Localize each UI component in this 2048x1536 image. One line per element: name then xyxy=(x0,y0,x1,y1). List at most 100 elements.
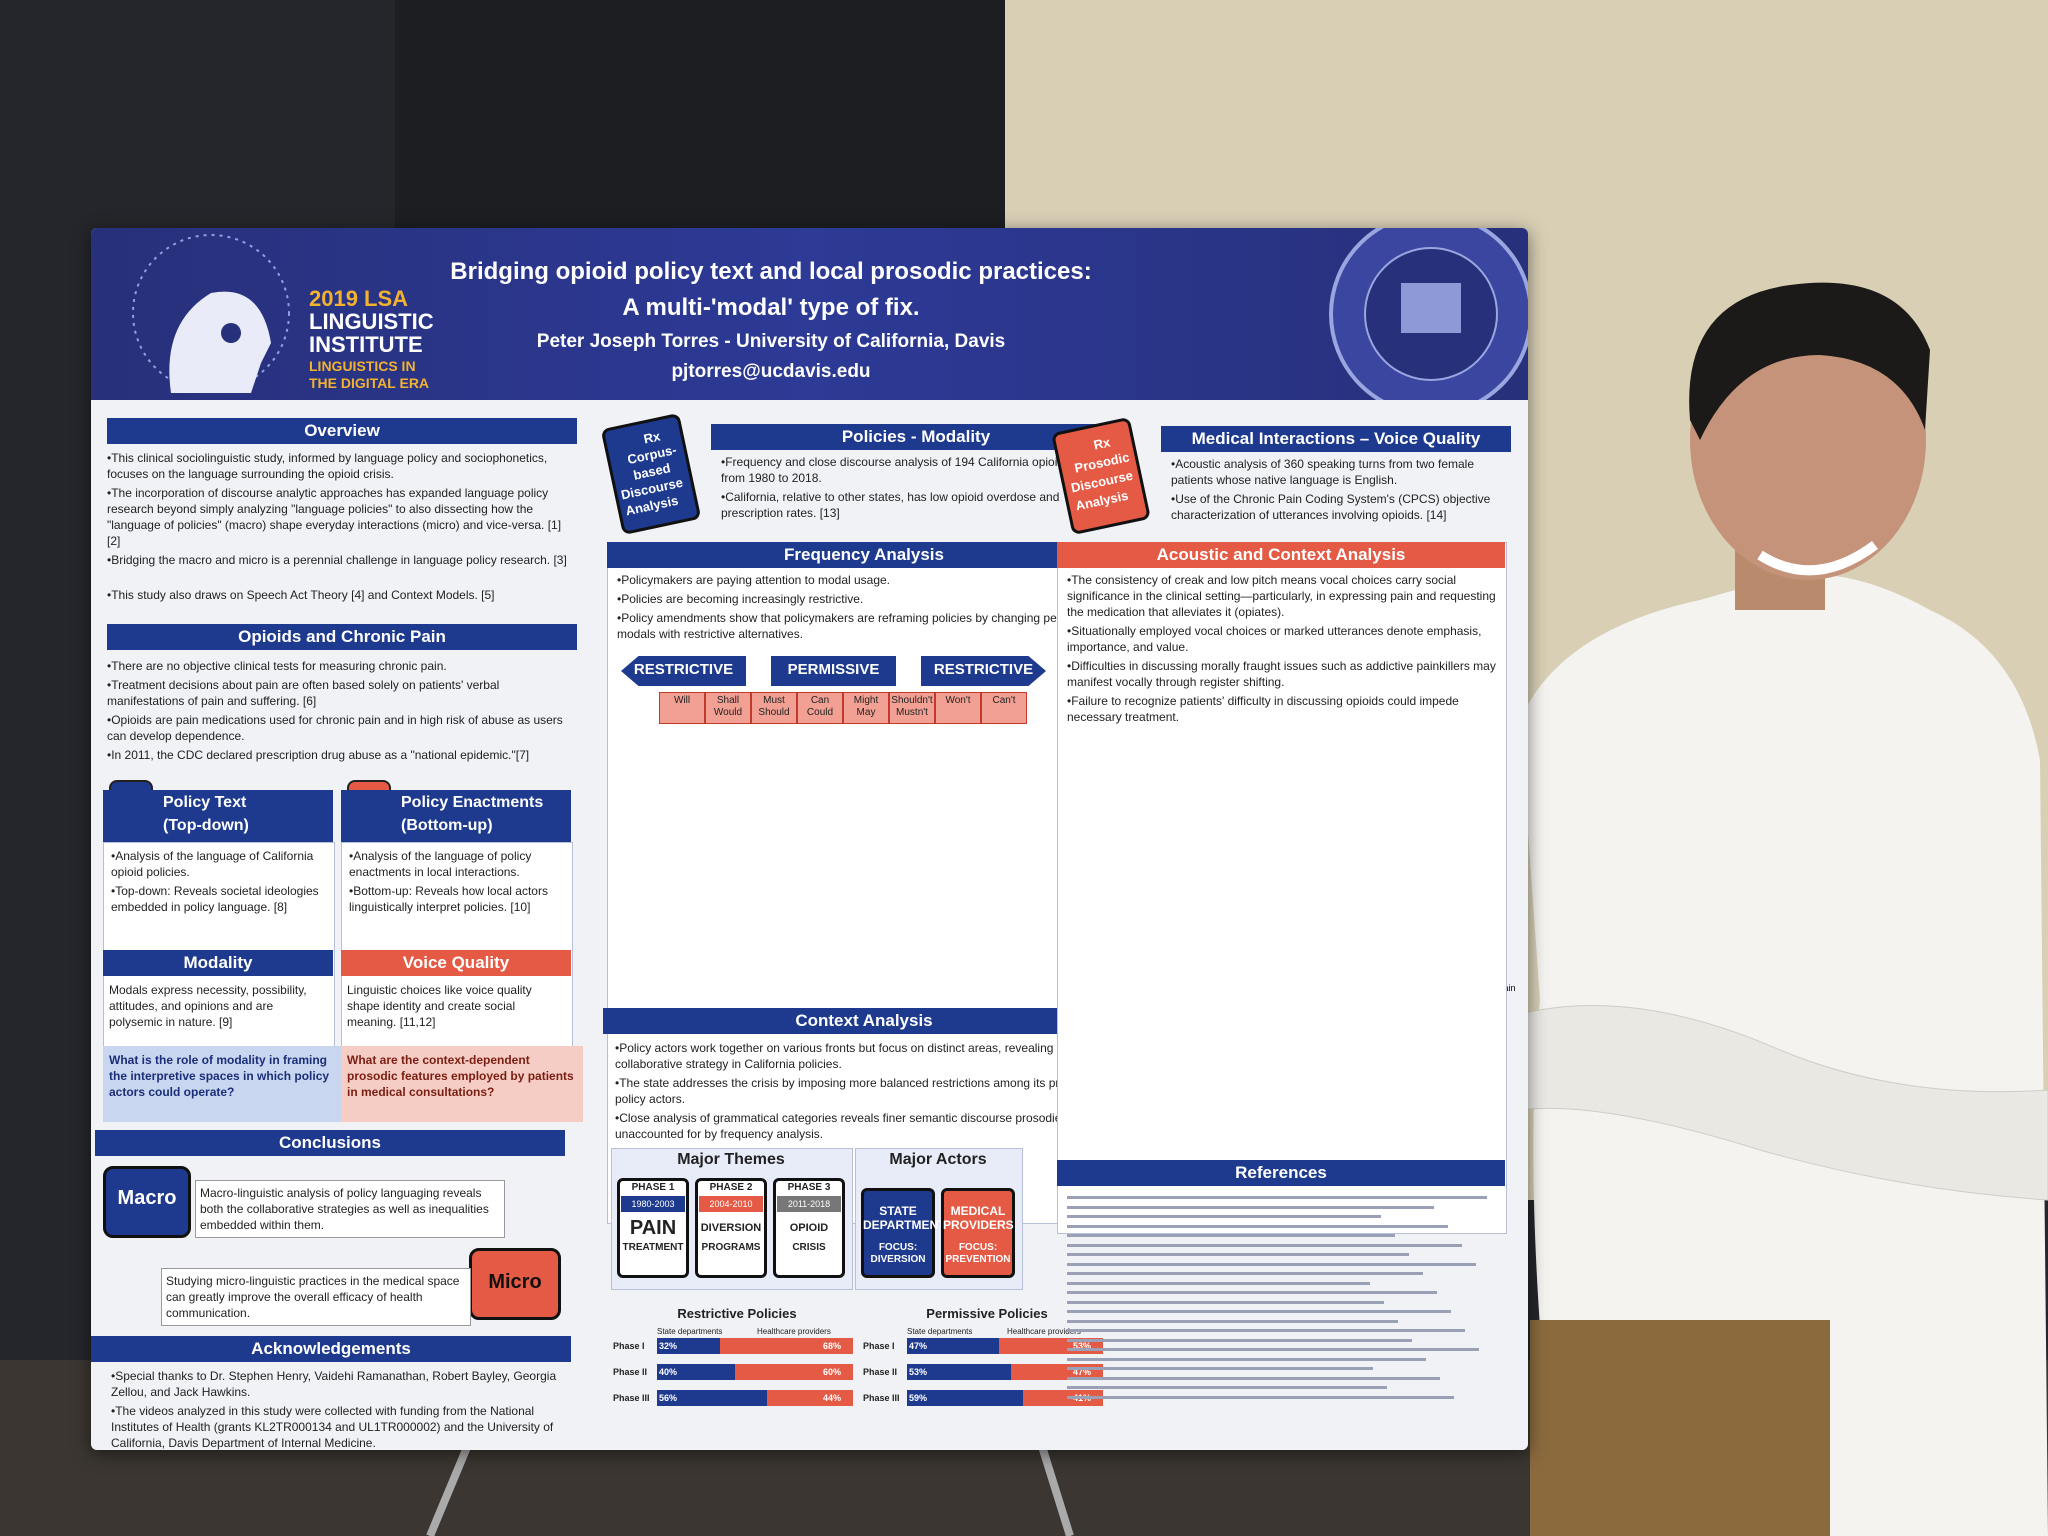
subsection-heading: Major Themes xyxy=(677,1151,785,1168)
value-label: 44% xyxy=(823,1393,842,1403)
reference-line xyxy=(1067,1338,1412,1342)
section-heading: Medical Interactions – Voice Quality xyxy=(1161,426,1511,452)
reference-line xyxy=(1067,1395,1454,1399)
value-label: 47% xyxy=(1073,1367,1092,1377)
bullet: The consistency of creak and low pitch m… xyxy=(1067,572,1497,620)
modal-cell: Must Should xyxy=(751,692,797,724)
reference-line xyxy=(1067,1348,1479,1351)
share-bar xyxy=(907,1338,1000,1354)
row-label: Phase II xyxy=(613,1367,648,1377)
column-label: Healthcare providers xyxy=(1007,1327,1081,1336)
easel-leg xyxy=(426,1438,474,1536)
subsection-heading: Policy Enactments xyxy=(401,794,544,811)
reference-line xyxy=(1067,1386,1387,1389)
micro-case xyxy=(469,1248,561,1320)
actor-label: STATE DEPARTMENTS xyxy=(863,1204,954,1232)
modal-cell: Can Could xyxy=(797,692,843,724)
bullet: California, relative to other states, ha… xyxy=(721,489,1111,521)
phase-card xyxy=(617,1178,689,1278)
reference-line xyxy=(1067,1319,1398,1323)
column-label: Healthcare providers xyxy=(757,1327,831,1336)
section-heading: Frequency Analysis xyxy=(607,542,1121,568)
subsection-heading: Modality xyxy=(103,950,333,976)
share-bar xyxy=(907,1364,1011,1380)
modal-cell: Shall Would xyxy=(705,692,751,724)
share-bar xyxy=(719,1338,853,1354)
subsection-heading: Voice Quality xyxy=(341,950,571,976)
bullet: Bridging the macro and micro is a perenn… xyxy=(107,552,577,568)
reference-line xyxy=(1067,1243,1462,1247)
section-heading: Opioids and Chronic Pain xyxy=(107,624,577,650)
modal-cell: Shouldn't Mustn't xyxy=(889,692,935,724)
poster: 2019 LSA LINGUISTIC INSTITUTE LINGUISTICS I… xyxy=(91,228,1528,1450)
value-label: 53% xyxy=(909,1367,928,1377)
reference-line xyxy=(1067,1357,1426,1361)
column-label: State departments xyxy=(657,1327,723,1336)
share-bar xyxy=(657,1338,720,1354)
phase-label: PHASE 2 xyxy=(709,1182,753,1193)
bullet: Policy actors work together on various f… xyxy=(615,1040,1115,1072)
bullet: Frequency and close discourse analysis o… xyxy=(721,454,1111,486)
reference-line xyxy=(1067,1234,1395,1237)
phase-theme: PROGRAMS xyxy=(701,1242,761,1253)
bullet: Policymakers are paying attention to mod… xyxy=(617,572,1111,588)
reference-line xyxy=(1067,1291,1437,1294)
value-label: 59% xyxy=(909,1393,928,1403)
smile xyxy=(1757,540,1878,576)
bullet: Special thanks to Dr. Stephen Henry, Vai… xyxy=(111,1368,571,1400)
modal-cell: Will xyxy=(659,692,705,724)
value-label: 68% xyxy=(823,1341,842,1351)
bullet: The incorporation of discourse analytic … xyxy=(107,485,577,549)
actor-card xyxy=(861,1188,935,1278)
bullet: This study also draws on Speech Act Theo… xyxy=(107,587,577,603)
conference-name: LINGUISTIC xyxy=(309,309,434,334)
easel-leg xyxy=(1036,1438,1074,1536)
email: pjtorres@ucdavis.edu xyxy=(671,361,871,382)
bullet: Use of the Chronic Pain Coding System's … xyxy=(1171,491,1511,523)
conference-name: INSTITUTE xyxy=(309,332,423,357)
reference-line xyxy=(1067,1272,1423,1275)
value-label: 47% xyxy=(909,1341,928,1351)
share-bar xyxy=(907,1390,1023,1406)
bullet: Analysis of the language of California o… xyxy=(111,848,325,880)
trousers xyxy=(1530,1320,1830,1536)
bullet: Bottom-up: Reveals how local actors ling… xyxy=(349,883,563,915)
head-illustration xyxy=(132,234,290,393)
bullet: This clinical sociolinguistic study, inf… xyxy=(107,450,577,482)
conference-name: 2019 LSA xyxy=(309,286,409,311)
actor-label: MEDICAL PROVIDERS xyxy=(943,1204,1014,1232)
arrow-label: RESTRICTIVE xyxy=(633,661,734,678)
reference-line xyxy=(1067,1215,1381,1218)
poster-header: 2019 LSA LINGUISTIC INSTITUTE LINGUISTICS I… xyxy=(91,228,1528,400)
reference-line xyxy=(1067,1367,1373,1370)
reference-line xyxy=(1067,1329,1465,1332)
actor-card xyxy=(941,1188,1015,1278)
body-text: Linguistic choices like voice quality sh… xyxy=(347,983,532,1029)
reference-line xyxy=(1067,1281,1370,1285)
value-label: 53% xyxy=(1073,1341,1092,1351)
bullet: Close analysis of grammatical categories… xyxy=(615,1110,1115,1142)
reference-line xyxy=(1067,1253,1409,1256)
author: Peter Joseph Torres - University of Cali… xyxy=(536,331,1006,352)
section-heading: References xyxy=(1057,1160,1505,1186)
section-heading: Acknowledgements xyxy=(91,1336,571,1362)
bullet: The state addresses the crisis by imposi… xyxy=(615,1075,1115,1107)
bullet: Situationally employed vocal choices or … xyxy=(1067,623,1497,655)
share-bar xyxy=(657,1390,767,1406)
section-heading: Acoustic and Context Analysis xyxy=(1057,542,1505,568)
macro-case xyxy=(103,1166,191,1238)
phase-card xyxy=(695,1178,767,1278)
conclusion-text: Studying micro-linguistic practices in t… xyxy=(161,1268,471,1326)
row-label: Phase III xyxy=(863,1393,900,1403)
value-label: 60% xyxy=(823,1367,842,1377)
subsection-heading: (Top-down) xyxy=(163,817,249,834)
column-label: State departments xyxy=(907,1327,973,1336)
section-heading: Overview xyxy=(107,418,577,444)
poster-title: Bridging opioid policy text and local pr… xyxy=(450,258,1092,285)
share-bar xyxy=(657,1364,736,1380)
conclusion-text: Macro-linguistic analysis of policy lang… xyxy=(195,1180,505,1238)
reference-line xyxy=(1067,1196,1487,1199)
modal-cell: Won't xyxy=(935,692,981,724)
case-label: Macro xyxy=(117,1187,177,1209)
